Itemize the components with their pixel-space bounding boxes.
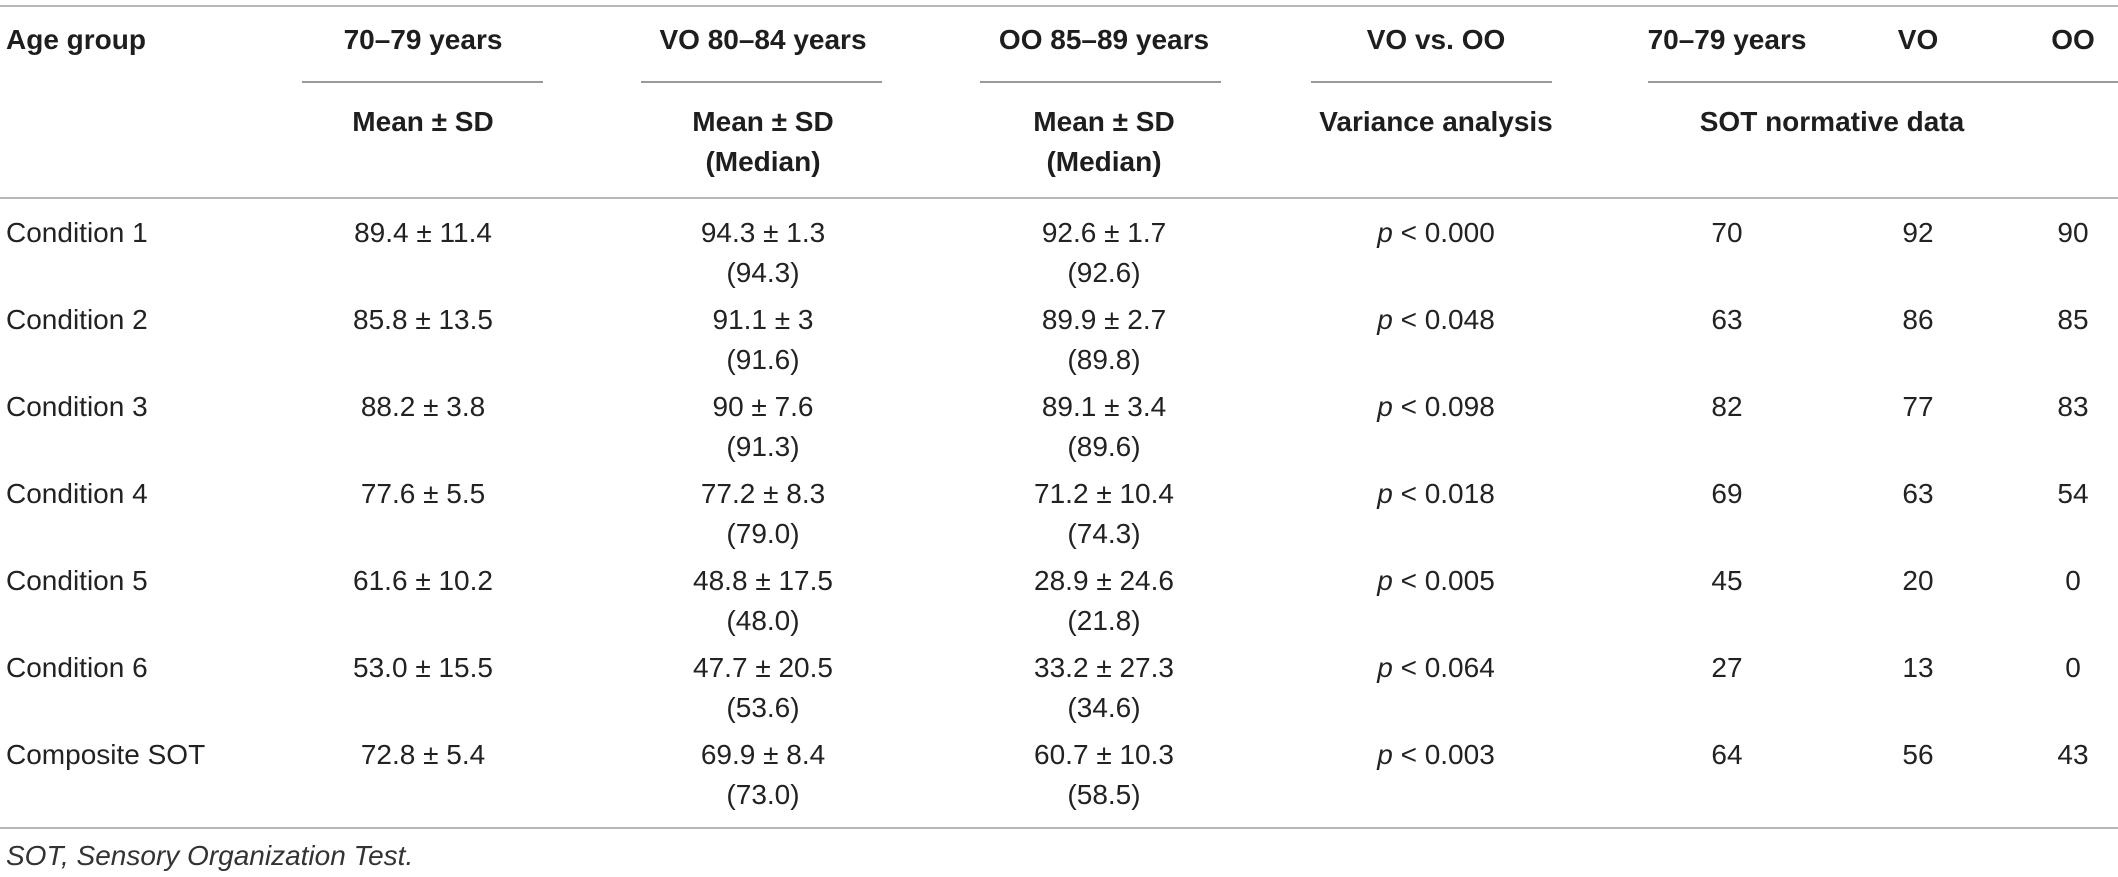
cell-median-oo: (92.6) <box>1067 257 1141 288</box>
cell-norm-vo: 63 <box>1902 478 1934 509</box>
cell-median-oo: (58.5) <box>1067 779 1141 810</box>
header-norm-70-79: 70–79 years <box>1647 24 1807 55</box>
cell-p-value: p < 0.048 <box>1377 304 1495 335</box>
cell-norm-oo: 0 <box>2065 652 2081 683</box>
row-label: Condition 5 <box>6 565 148 596</box>
cell-median-oo: (34.6) <box>1067 692 1141 723</box>
cell-mean-70-79: 61.6 ± 10.2 <box>353 565 493 596</box>
header-70-79: 70–79 years <box>343 24 503 55</box>
cell-p-value: p < 0.064 <box>1377 652 1495 683</box>
cell-mean-vo: 94.3 ± 1.3 <box>700 217 826 248</box>
cell-median-oo: (89.6) <box>1067 431 1141 462</box>
cell-norm-70-79: 63 <box>1711 304 1743 335</box>
cell-norm-70-79: 69 <box>1711 478 1743 509</box>
cell-mean-oo: 92.6 ± 1.7 <box>1041 217 1167 248</box>
cell-mean-70-79: 53.0 ± 15.5 <box>353 652 493 683</box>
cell-mean-oo: 28.9 ± 24.6 <box>1034 565 1174 596</box>
cell-mean-oo: 60.7 ± 10.3 <box>1034 739 1174 770</box>
table-footnote: SOT, Sensory Organization Test. <box>6 840 414 871</box>
cell-norm-vo: 13 <box>1902 652 1934 683</box>
subheader-mean-sd: Mean ± SD <box>352 106 494 137</box>
cell-mean-oo: 33.2 ± 27.3 <box>1034 652 1174 683</box>
header-underline <box>1311 81 1552 83</box>
cell-mean-vo: 90 ± 7.6 <box>712 391 814 422</box>
cell-median-vo: (73.0) <box>726 779 800 810</box>
row-label: Condition 3 <box>6 391 148 422</box>
cell-norm-vo: 92 <box>1902 217 1934 248</box>
cell-mean-70-79: 85.8 ± 13.5 <box>353 304 493 335</box>
cell-norm-vo: 77 <box>1902 391 1934 422</box>
cell-p-value: p < 0.003 <box>1377 739 1495 770</box>
header-norm-oo: OO <box>2051 24 2095 55</box>
header-oo: OO 85–89 years <box>998 24 1210 55</box>
cell-mean-70-79: 88.2 ± 3.8 <box>360 391 486 422</box>
subheader-mean-sd: Mean ± SD <box>692 106 834 137</box>
cell-median-vo: (91.3) <box>726 431 800 462</box>
cell-mean-oo: 89.1 ± 3.4 <box>1041 391 1167 422</box>
cell-norm-vo: 20 <box>1902 565 1934 596</box>
cell-p-value: p < 0.000 <box>1377 217 1495 248</box>
row-label: Condition 6 <box>6 652 148 683</box>
header-norm-vo: VO <box>1897 24 1939 55</box>
cell-norm-70-79: 64 <box>1711 739 1743 770</box>
table-bottom-rule <box>0 827 2118 829</box>
cell-mean-vo: 91.1 ± 3 <box>712 304 814 335</box>
cell-mean-vo: 69.9 ± 8.4 <box>700 739 826 770</box>
cell-norm-oo: 54 <box>2057 478 2089 509</box>
header-underline <box>302 81 543 83</box>
cell-norm-oo: 0 <box>2065 565 2081 596</box>
cell-norm-oo: 85 <box>2057 304 2089 335</box>
cell-median-oo: (89.8) <box>1067 344 1141 375</box>
cell-mean-70-79: 89.4 ± 11.4 <box>354 217 492 248</box>
header-vo: VO 80–84 years <box>659 24 867 55</box>
cell-median-oo: (74.3) <box>1067 518 1141 549</box>
cell-median-oo: (21.8) <box>1067 605 1141 636</box>
cell-mean-oo: 71.2 ± 10.4 <box>1034 478 1174 509</box>
header-vo-vs-oo: VO vs. OO <box>1366 24 1506 55</box>
cell-mean-vo: 47.7 ± 20.5 <box>693 652 833 683</box>
row-label: Composite SOT <box>6 739 206 770</box>
cell-norm-oo: 43 <box>2057 739 2089 770</box>
cell-p-value: p < 0.098 <box>1377 391 1495 422</box>
row-label: Condition 1 <box>6 217 148 248</box>
cell-mean-70-79: 77.6 ± 5.5 <box>360 478 486 509</box>
cell-median-vo: (53.6) <box>726 692 800 723</box>
cell-norm-vo: 86 <box>1902 304 1934 335</box>
cell-p-value: p < 0.005 <box>1377 565 1495 596</box>
cell-median-vo: (91.6) <box>726 344 800 375</box>
subheader-mean-sd: Mean ± SD <box>1033 106 1175 137</box>
cell-median-vo: (79.0) <box>726 518 800 549</box>
header-underline <box>641 81 882 83</box>
row-label: Condition 4 <box>6 478 148 509</box>
cell-mean-vo: 77.2 ± 8.3 <box>700 478 826 509</box>
subheader-median: (Median) <box>705 146 821 177</box>
cell-mean-70-79: 72.8 ± 5.4 <box>360 739 486 770</box>
row-label: Condition 2 <box>6 304 148 335</box>
cell-norm-70-79: 45 <box>1711 565 1743 596</box>
subheader-median: (Median) <box>1046 146 1162 177</box>
subheader-variance-analysis: Variance analysis <box>1319 106 1553 137</box>
cell-mean-vo: 48.8 ± 17.5 <box>693 565 833 596</box>
cell-norm-vo: 56 <box>1902 739 1934 770</box>
subheader-sot-normative-data: SOT normative data <box>1699 106 1965 137</box>
cell-norm-70-79: 82 <box>1711 391 1743 422</box>
cell-median-vo: (48.0) <box>726 605 800 636</box>
header-underline <box>1648 81 2118 83</box>
table-header-rule <box>0 197 2118 199</box>
header-underline <box>980 81 1221 83</box>
header-age-group: Age group <box>6 24 146 55</box>
cell-p-value: p < 0.018 <box>1377 478 1495 509</box>
cell-norm-70-79: 27 <box>1711 652 1743 683</box>
cell-norm-oo: 90 <box>2057 217 2089 248</box>
cell-mean-oo: 89.9 ± 2.7 <box>1041 304 1167 335</box>
cell-norm-70-79: 70 <box>1711 217 1743 248</box>
cell-median-vo: (94.3) <box>726 257 800 288</box>
table-top-rule <box>0 5 2118 7</box>
cell-norm-oo: 83 <box>2057 391 2089 422</box>
